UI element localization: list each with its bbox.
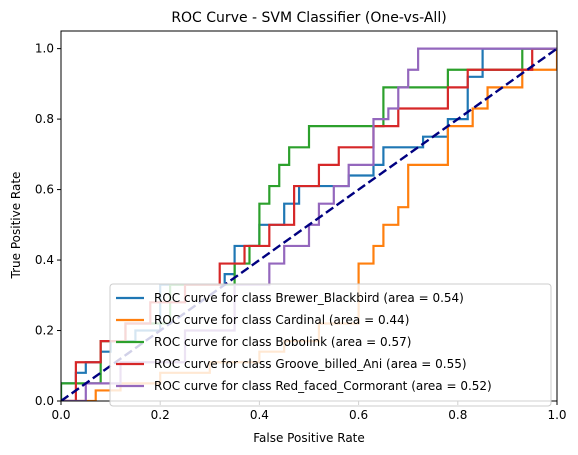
legend: ROC curve for class Brewer_Blackbird (ar… — [109, 283, 552, 407]
x-tick-label: 0.2 — [151, 408, 170, 422]
legend-entry-label: ROC curve for class Bobolink (area = 0.5… — [154, 335, 411, 349]
legend-entry-label: ROC curve for class Red_faced_Cormorant … — [154, 379, 492, 393]
y-tick-label: 0.2 — [35, 324, 54, 338]
y-tick-label: 0.8 — [35, 112, 54, 126]
legend-entry-label: ROC curve for class Groove_billed_Ani (a… — [154, 357, 467, 371]
legend-entry-label: ROC curve for class Brewer_Blackbird (ar… — [154, 291, 464, 305]
y-axis-ticks: 0.0 0.2 0.4 0.6 0.8 1.0 — [35, 42, 61, 408]
reference-diagonal-line — [61, 47, 557, 401]
y-tick-label: 0.4 — [35, 253, 54, 267]
legend-entry-label: ROC curve for class Cardinal (area = 0.4… — [154, 313, 409, 327]
chart-title: ROC Curve - SVM Classifier (One-vs-All) — [171, 10, 446, 26]
x-tick-label: 0.8 — [448, 408, 467, 422]
y-tick-label: 0.0 — [35, 394, 54, 408]
legend-box — [109, 283, 552, 407]
y-tick-label: 1.0 — [35, 42, 54, 56]
x-tick-label: 0.0 — [51, 408, 70, 422]
x-tick-label: 1.0 — [547, 408, 566, 422]
y-axis-label: True Positive Rate — [9, 172, 23, 280]
x-axis-label: False Positive Rate — [253, 431, 365, 445]
y-tick-label: 0.6 — [35, 183, 54, 197]
x-tick-label: 0.6 — [349, 408, 368, 422]
x-tick-label: 0.4 — [250, 408, 269, 422]
